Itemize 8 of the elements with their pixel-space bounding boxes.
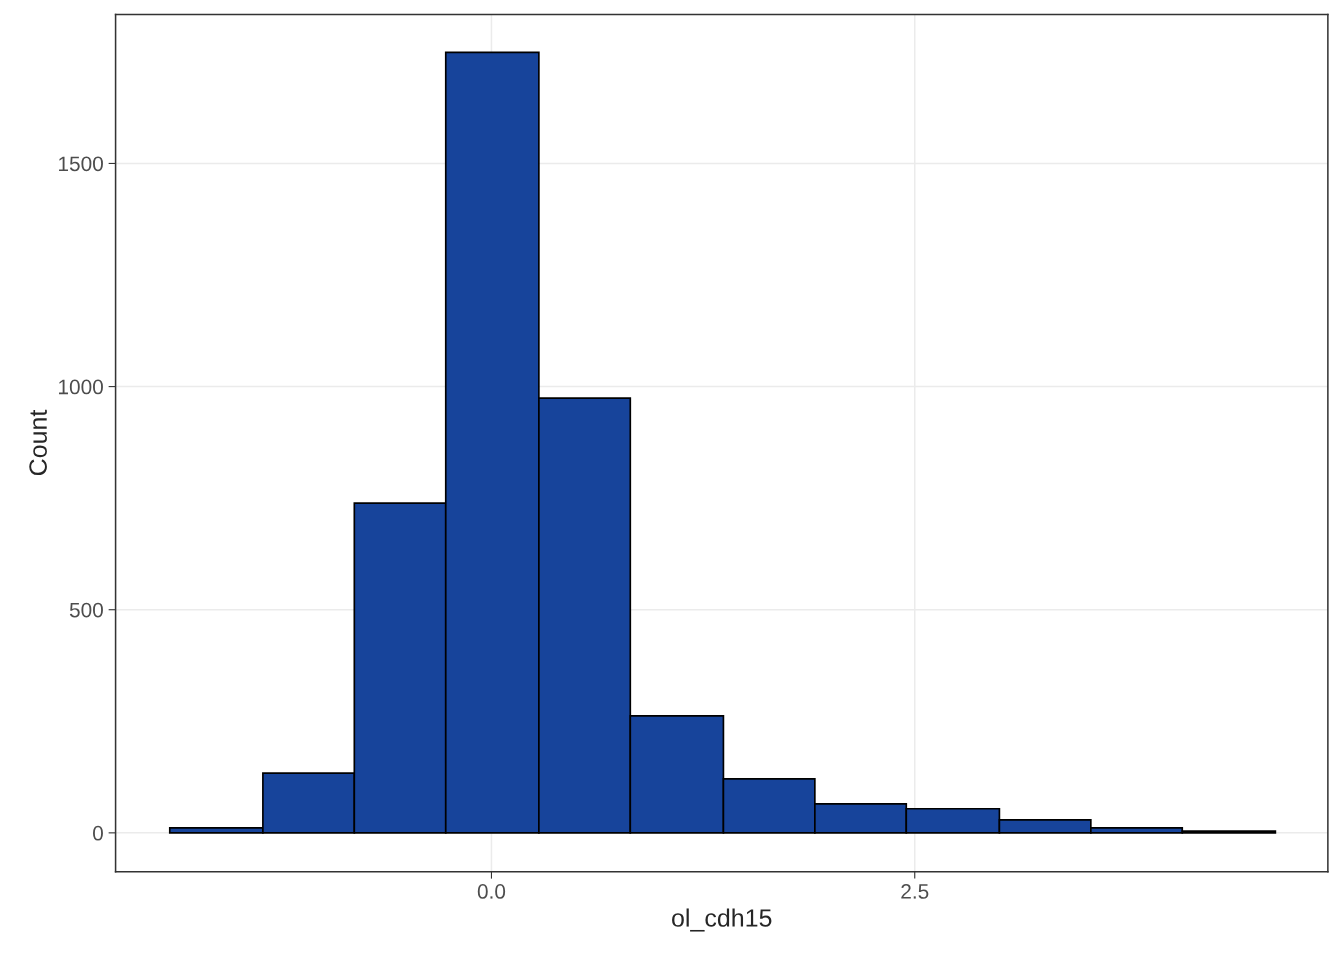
y-tick-label: 500: [69, 602, 103, 618]
x-axis-title: ol_cdh15: [672, 908, 772, 932]
y-axis-title: Count: [29, 409, 47, 476]
y-tick-label: 1000: [59, 379, 103, 395]
y-tick-label: 0: [93, 825, 103, 841]
x-tick-label: 2.5: [901, 884, 929, 899]
y-tick-label: 1500: [59, 156, 103, 172]
x-tick-label: 0.0: [477, 884, 506, 899]
